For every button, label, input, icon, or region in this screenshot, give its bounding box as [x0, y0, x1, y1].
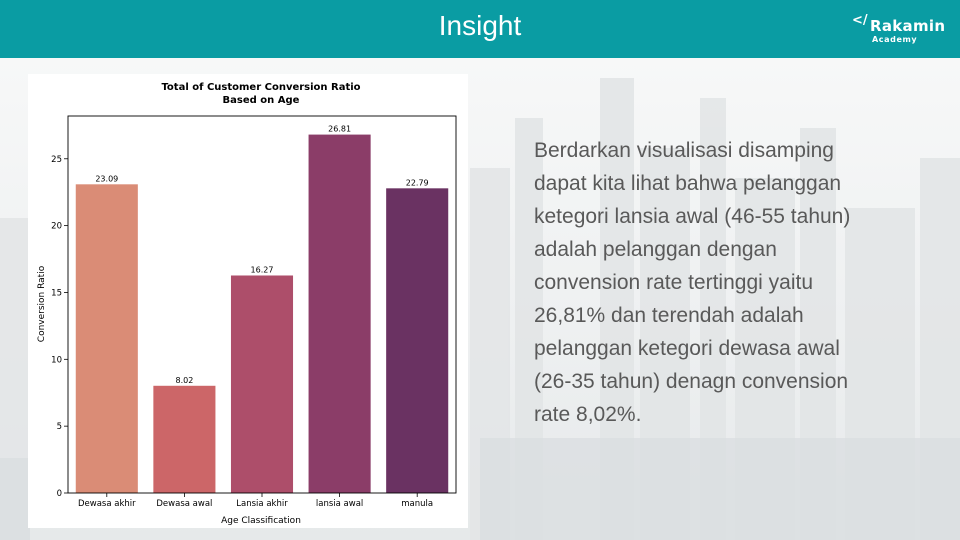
x-tick-label: lansia awal — [316, 499, 363, 509]
y-tick-label: 20 — [51, 222, 62, 232]
y-tick-label: 15 — [51, 288, 62, 298]
insight-line: rate 8,02%. — [534, 403, 642, 426]
bar — [75, 184, 138, 493]
y-axis-label: Conversion Ratio — [37, 265, 47, 342]
bar-chart: Total of Customer Conversion Ratio Based… — [37, 82, 457, 526]
x-tick-label: Dewasa akhir — [78, 499, 136, 509]
bar — [230, 275, 294, 493]
bar — [308, 134, 371, 493]
bar — [386, 188, 449, 493]
bar-value-label: 23.09 — [95, 174, 118, 183]
page-title: Insight — [438, 10, 522, 41]
x-tick-label: Dewasa awal — [156, 499, 212, 509]
rakamin-logo: </ Rakamin Academy — [852, 12, 952, 48]
x-tick-label: manula — [401, 499, 433, 509]
logo-name: Rakamin — [870, 17, 946, 35]
chart-panel: Total of Customer Conversion Ratio Based… — [28, 74, 468, 528]
insight-line: convension rate tertinggi yaitu — [534, 271, 813, 294]
insight-line: dapat kita lihat bahwa pelanggan — [534, 172, 842, 195]
chart-title-line-1: Total of Customer Conversion Ratio — [161, 82, 360, 93]
bar-value-label: 22.79 — [406, 178, 429, 187]
insight-line: pelanggan ketegori dewasa awal — [534, 337, 840, 360]
logo-subtitle: Academy — [872, 35, 918, 44]
y-tick-label: 5 — [57, 422, 62, 432]
insight-line: 26,81% dan terendah adalah — [534, 304, 804, 327]
x-tick-label: Lansia akhir — [236, 499, 288, 509]
y-tick-label: 10 — [51, 355, 62, 365]
insight-text: Berdarkan visualisasi disamping dapat ki… — [534, 134, 924, 431]
bar — [153, 385, 216, 493]
y-tick-label: 25 — [51, 155, 62, 165]
bar-value-label: 8.02 — [175, 376, 193, 385]
insight-line: Berdarkan visualisasi disamping — [534, 139, 834, 162]
chart-title-line-2: Based on Age — [223, 95, 300, 106]
logo-mark-icon: </ — [852, 13, 868, 28]
y-tick-label: 0 — [57, 489, 62, 499]
header-bar: Insight </ Rakamin Academy — [0, 0, 960, 58]
insight-line: ketegori lansia awal (46-55 tahun) — [534, 205, 851, 228]
plot-frame — [67, 115, 457, 494]
insight-line: (26-35 tahun) denagn convension — [534, 370, 849, 393]
bar-value-label: 16.27 — [251, 265, 274, 274]
bar-value-label: 26.81 — [328, 125, 351, 134]
insight-line: adalah pelanggan dengan — [534, 238, 777, 261]
x-axis-label: Age Classification — [221, 516, 301, 526]
